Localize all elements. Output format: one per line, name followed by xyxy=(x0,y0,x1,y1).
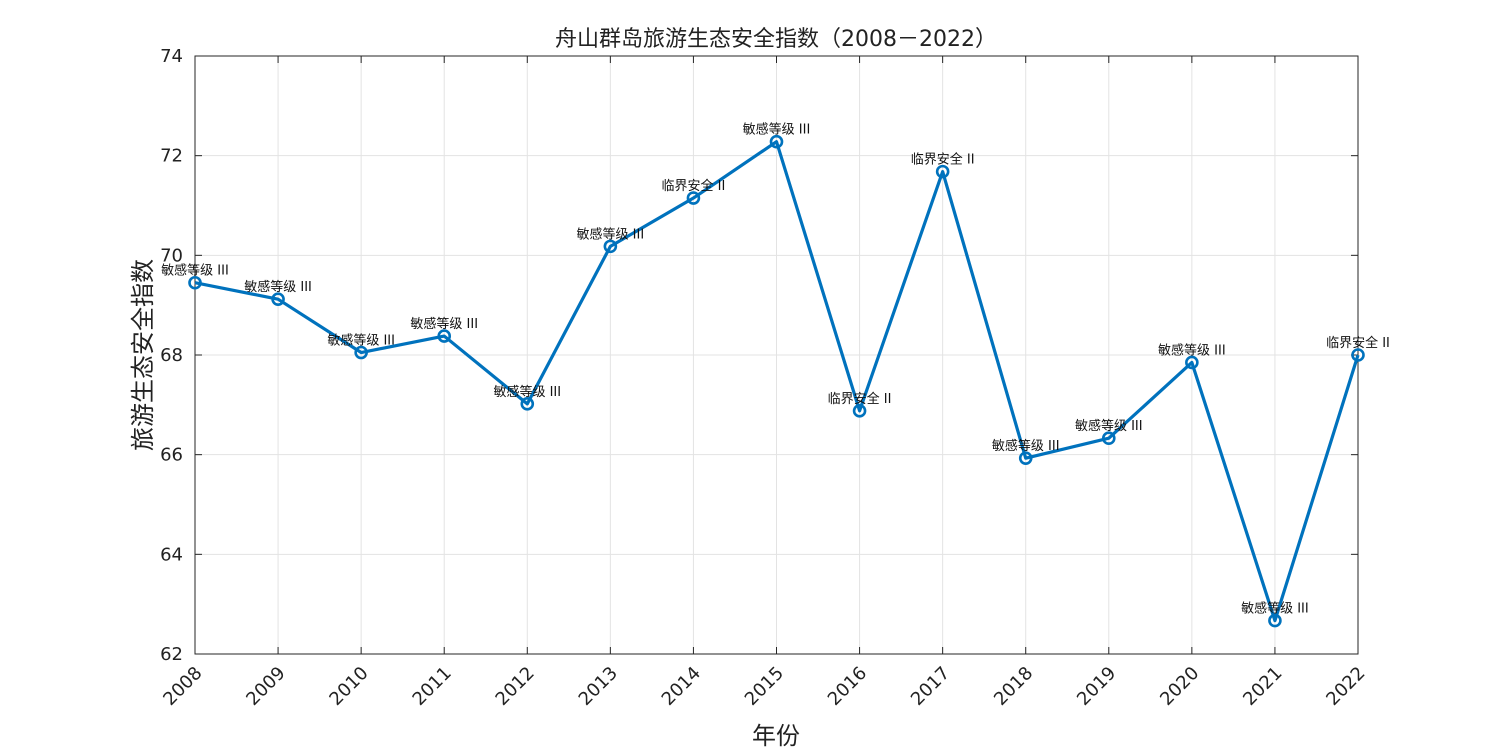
y-tick-label: 72 xyxy=(160,146,183,167)
x-tick-label: 2017 xyxy=(907,663,954,710)
x-tick-label: 2016 xyxy=(824,663,871,710)
grid xyxy=(195,56,1358,654)
y-tick-label: 70 xyxy=(160,245,183,266)
x-tick-label: 2013 xyxy=(575,663,622,710)
x-tick-label: 2008 xyxy=(159,663,206,710)
ticks: 2008 2009 2010 2011 2012 2013 2014 2015 2016 2017… xyxy=(159,46,1369,710)
x-tick-label: 2009 xyxy=(242,663,289,710)
data-label: 敏感等级 III xyxy=(743,122,811,138)
data-label: 临界安全 II xyxy=(828,391,892,407)
data-label: 临界安全 II xyxy=(911,152,975,168)
data-point xyxy=(1268,613,1282,628)
data-point xyxy=(769,134,784,149)
data-point xyxy=(1185,355,1199,370)
x-tick-label: 2022 xyxy=(1322,663,1369,710)
y-tick-label: 74 xyxy=(160,46,183,67)
y-tick-label: 66 xyxy=(160,445,183,466)
x-tick-label: 2018 xyxy=(990,663,1037,710)
data-point xyxy=(437,329,452,343)
y-tick-label: 68 xyxy=(160,345,183,366)
data-point xyxy=(1018,451,1033,465)
data-point xyxy=(852,404,867,418)
data-label: 敏感等级 III xyxy=(577,226,645,242)
data-label: 敏感等级 III xyxy=(493,384,561,400)
x-tick-label: 2012 xyxy=(492,663,539,710)
data-point xyxy=(935,164,950,179)
data-label: 临界安全 II xyxy=(662,178,726,194)
x-axis-label: 年份 xyxy=(752,722,800,750)
series-line xyxy=(194,140,1360,623)
data-label: 敏感等级 III xyxy=(1241,601,1309,617)
data-point xyxy=(686,191,701,205)
data-point xyxy=(1351,348,1365,362)
y-axis-label: 旅游生态安全指数 xyxy=(129,259,157,451)
x-tick-label: 2020 xyxy=(1156,663,1203,710)
data-label: 敏感等级 III xyxy=(161,263,229,279)
data-label: 敏感等级 III xyxy=(992,438,1060,454)
x-tick-label: 2010 xyxy=(325,663,372,710)
data-point xyxy=(188,275,202,290)
chart-title: 舟山群岛旅游生态安全指数（2008－2022） xyxy=(555,27,997,52)
y-tick-label: 64 xyxy=(160,544,183,565)
data-point xyxy=(520,397,535,411)
data-label: 临界安全 II xyxy=(1326,335,1390,351)
data-point xyxy=(354,345,368,360)
data-point xyxy=(271,292,285,306)
x-tick-label: 2015 xyxy=(741,663,788,710)
x-tick-label: 2014 xyxy=(658,663,705,710)
data-label: 敏感等级 III xyxy=(244,279,312,295)
data-label: 敏感等级 III xyxy=(410,316,478,332)
data-point xyxy=(1101,431,1116,446)
data-label: 敏感等级 III xyxy=(1075,418,1143,434)
data-point xyxy=(603,239,618,254)
y-tick-label: 62 xyxy=(160,644,183,665)
series-layer xyxy=(188,134,1365,628)
x-tick-label: 2019 xyxy=(1073,663,1120,710)
data-label: 敏感等级 III xyxy=(1158,342,1226,358)
x-tick-label: 2021 xyxy=(1239,663,1286,710)
data-label: 敏感等级 III xyxy=(327,333,395,349)
x-tick-label: 2011 xyxy=(409,663,456,710)
data-labels: 敏感等级 III 敏感等级 III 敏感等级 III 敏感等级 III 敏感等级 III… xyxy=(161,122,1390,617)
